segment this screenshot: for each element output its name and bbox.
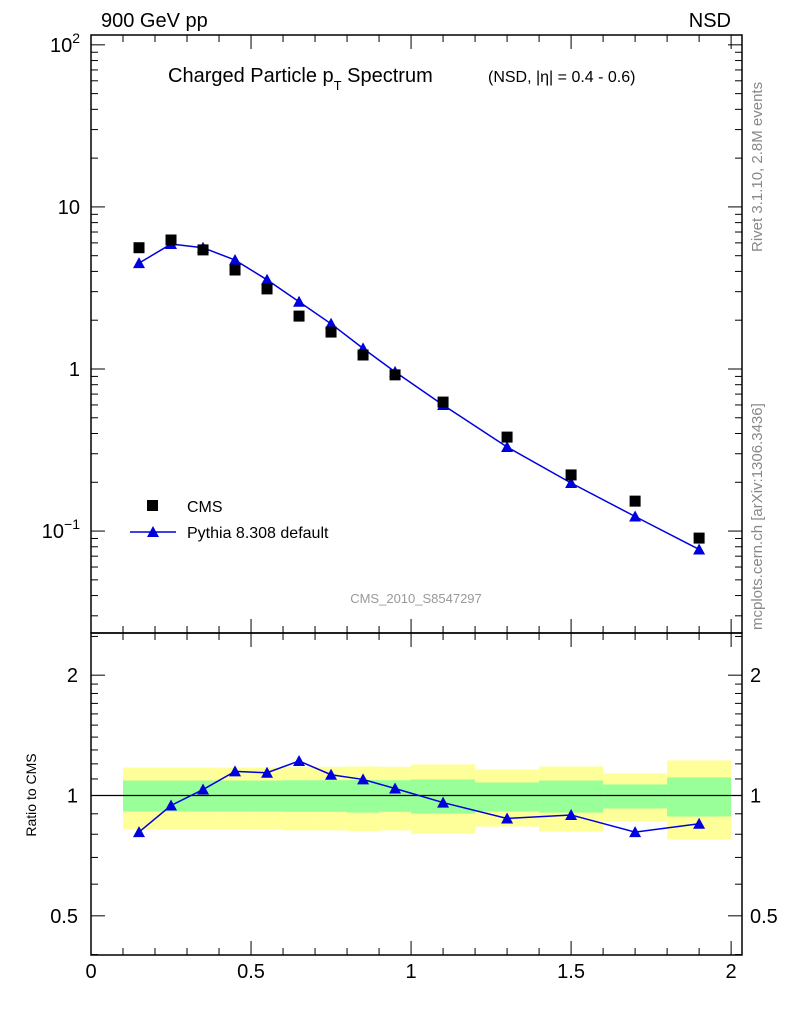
band-green (539, 780, 604, 813)
header-left: 900 GeV pp (101, 10, 208, 32)
ratio-point (357, 773, 370, 785)
pythia-line (138, 243, 700, 551)
y-tick-label: 10 (58, 197, 80, 219)
ratio-y-tick-label-left: 2 (67, 665, 78, 687)
legend-pythia-marker (147, 526, 159, 537)
legend-cms-label: CMS (187, 499, 223, 516)
cms-point (293, 310, 305, 322)
side-text-bottom: mcplots.cern.ch [arXiv:1306.3436] (749, 403, 766, 630)
cms-point (133, 242, 145, 254)
ratio-y-tick-label-left: 0.5 (50, 906, 78, 928)
legend: CMS Pythia 8.308 default (130, 499, 329, 542)
pythia-point (565, 476, 578, 488)
chart-title: Charged Particle pT Spectrum (168, 65, 433, 93)
ratio-point (437, 796, 450, 808)
y-tick-label: 102 (50, 30, 80, 57)
x-tick-label: 2 (726, 961, 737, 983)
cms-point (565, 469, 577, 481)
cms-point (325, 326, 337, 338)
x-tick-label: 1.5 (557, 961, 585, 983)
cms-point (629, 495, 641, 507)
ratio-point (565, 808, 578, 820)
x-tick-label: 1 (405, 961, 416, 983)
cms-point (261, 283, 273, 295)
band-green (667, 777, 732, 817)
ratio-point (501, 812, 514, 824)
pythia-point (693, 543, 706, 555)
ratio-ylabel: Ratio to CMS (23, 753, 39, 836)
header-right: NSD (689, 10, 731, 32)
cms-point (165, 234, 177, 246)
cms-point (437, 396, 449, 408)
main-frame (90, 34, 743, 634)
cms-point (693, 532, 705, 544)
cms-point (197, 244, 209, 256)
watermark: CMS_2010_S8547297 (350, 591, 482, 606)
ratio-point (133, 826, 146, 838)
chart-subtitle: (NSD, |η| = 0.4 - 0.6) (488, 69, 635, 86)
side-text-top: Rivet 3.1.10, 2.8M events (749, 82, 766, 252)
pythia-point (133, 257, 146, 269)
ratio-y-tick-label-right: 0.5 (750, 906, 778, 928)
y-tick-label: 1 (69, 359, 80, 381)
band-green (603, 784, 668, 809)
pythia-point (261, 273, 274, 285)
ratio-point (165, 799, 178, 811)
cms-point (501, 431, 513, 443)
ratio-point (389, 782, 402, 794)
ratio-line (138, 760, 700, 833)
x-tick-label: 0.5 (237, 961, 265, 983)
ratio-y-tick-label-right: 1 (750, 786, 761, 808)
ratio-point (229, 765, 242, 777)
pythia-point (629, 510, 642, 522)
cms-point (229, 264, 241, 276)
legend-cms-marker (147, 500, 158, 511)
cms-point (357, 349, 369, 361)
x-tick-label: 0 (85, 961, 96, 983)
ratio-point (693, 817, 706, 829)
pythia-point (293, 295, 306, 307)
ratio-y-tick-label-right: 2 (750, 665, 761, 687)
pythia-point (325, 317, 338, 329)
pythia-point (229, 254, 242, 266)
ratio-point (629, 826, 642, 838)
ratio-point (261, 766, 274, 778)
pythia-point (501, 441, 514, 453)
ratio-y-tick-label-left: 1 (67, 786, 78, 808)
ratio-point (325, 768, 338, 780)
band-green (347, 779, 380, 813)
ratio-point (197, 783, 210, 795)
ratio-point (293, 754, 306, 766)
y-tick-label: 10−1 (42, 516, 80, 543)
legend-pythia-label: Pythia 8.308 default (187, 525, 329, 542)
ratio-frame (90, 632, 743, 956)
band-green (475, 782, 540, 812)
cms-point (389, 369, 401, 381)
